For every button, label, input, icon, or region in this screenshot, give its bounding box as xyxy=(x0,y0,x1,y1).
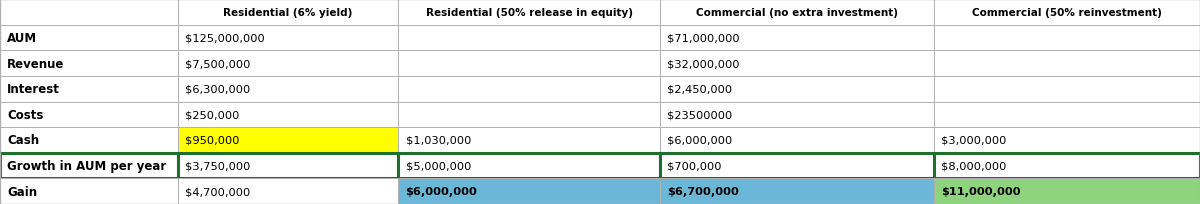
Bar xyxy=(660,178,934,204)
Bar xyxy=(660,102,934,128)
Text: $700,000: $700,000 xyxy=(667,161,721,171)
Bar xyxy=(398,153,660,178)
Bar xyxy=(398,102,660,128)
Bar xyxy=(178,178,398,204)
Bar xyxy=(398,0,660,26)
Bar xyxy=(0,178,178,204)
Text: Commercial (no extra investment): Commercial (no extra investment) xyxy=(696,8,898,18)
Bar xyxy=(398,178,660,204)
Text: $8,000,000: $8,000,000 xyxy=(941,161,1006,171)
Bar xyxy=(934,102,1200,128)
Bar xyxy=(398,128,660,153)
Text: Commercial (50% reinvestment): Commercial (50% reinvestment) xyxy=(972,8,1162,18)
Bar xyxy=(0,76,178,102)
Bar xyxy=(660,153,934,178)
Text: $125,000,000: $125,000,000 xyxy=(185,33,264,43)
Bar xyxy=(178,76,398,102)
Text: $7,500,000: $7,500,000 xyxy=(185,59,250,69)
Bar xyxy=(660,26,934,51)
Text: Residential (50% release in equity): Residential (50% release in equity) xyxy=(426,8,632,18)
Bar xyxy=(660,0,934,26)
Bar xyxy=(398,26,660,51)
Bar xyxy=(398,76,660,102)
Bar xyxy=(660,153,934,178)
Text: $5,000,000: $5,000,000 xyxy=(406,161,470,171)
Text: $32,000,000: $32,000,000 xyxy=(667,59,739,69)
Bar xyxy=(0,102,178,128)
Text: Cash: Cash xyxy=(7,134,40,147)
Bar xyxy=(934,0,1200,26)
Bar xyxy=(660,51,934,76)
Text: Interest: Interest xyxy=(7,83,60,96)
Bar xyxy=(178,153,398,178)
Bar xyxy=(178,153,398,178)
Text: $6,000,000: $6,000,000 xyxy=(667,135,732,145)
Text: $4,700,000: $4,700,000 xyxy=(185,186,250,196)
Text: $23500000: $23500000 xyxy=(667,110,732,120)
Text: Revenue: Revenue xyxy=(7,57,65,70)
Bar xyxy=(934,76,1200,102)
Bar xyxy=(934,51,1200,76)
Bar xyxy=(178,102,398,128)
Bar xyxy=(0,153,178,178)
Bar xyxy=(0,51,178,76)
Text: $6,700,000: $6,700,000 xyxy=(667,186,739,196)
Text: $71,000,000: $71,000,000 xyxy=(667,33,740,43)
Text: Costs: Costs xyxy=(7,108,43,121)
Bar xyxy=(178,26,398,51)
Bar xyxy=(934,178,1200,204)
Bar xyxy=(178,128,398,153)
Text: $250,000: $250,000 xyxy=(185,110,239,120)
Text: $6,000,000: $6,000,000 xyxy=(406,186,478,196)
Bar xyxy=(178,0,398,26)
Text: Growth in AUM per year: Growth in AUM per year xyxy=(7,159,167,172)
Bar xyxy=(934,153,1200,178)
Bar xyxy=(0,26,178,51)
Text: $950,000: $950,000 xyxy=(185,135,239,145)
Text: Gain: Gain xyxy=(7,185,37,198)
Text: AUM: AUM xyxy=(7,32,37,45)
Bar xyxy=(934,153,1200,178)
Text: $1,030,000: $1,030,000 xyxy=(406,135,470,145)
Bar xyxy=(660,76,934,102)
Bar xyxy=(660,128,934,153)
Bar xyxy=(0,128,178,153)
Text: $3,750,000: $3,750,000 xyxy=(185,161,250,171)
Text: $2,450,000: $2,450,000 xyxy=(667,84,732,94)
Bar xyxy=(398,153,660,178)
Text: Residential (6% yield): Residential (6% yield) xyxy=(223,8,353,18)
Bar xyxy=(934,26,1200,51)
Bar xyxy=(178,51,398,76)
Text: $6,300,000: $6,300,000 xyxy=(185,84,250,94)
Bar xyxy=(0,0,178,26)
Bar xyxy=(0,153,178,178)
Text: $11,000,000: $11,000,000 xyxy=(941,186,1020,196)
Text: $3,000,000: $3,000,000 xyxy=(941,135,1006,145)
Bar xyxy=(398,51,660,76)
Bar xyxy=(934,128,1200,153)
